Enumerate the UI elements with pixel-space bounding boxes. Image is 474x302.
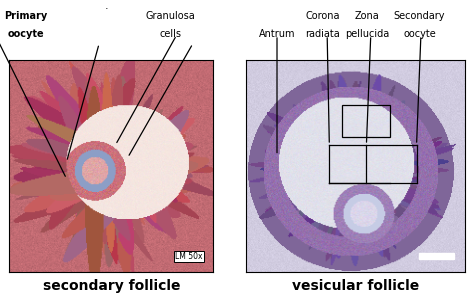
Text: vesicular follicle: vesicular follicle	[292, 279, 419, 293]
Text: Corona: Corona	[305, 11, 339, 21]
Text: Zona: Zona	[355, 11, 380, 21]
Text: Primary: Primary	[4, 11, 48, 21]
Text: secondary follicle: secondary follicle	[43, 279, 180, 293]
Text: Antrum: Antrum	[259, 29, 296, 39]
Text: Secondary: Secondary	[394, 11, 445, 21]
Text: oocyte: oocyte	[8, 29, 45, 39]
Text: cells: cells	[160, 29, 182, 39]
Text: radiata: radiata	[305, 29, 340, 39]
Text: LM 50x: LM 50x	[175, 252, 202, 261]
Text: oocyte: oocyte	[403, 29, 436, 39]
Bar	[342, 105, 391, 137]
Text: ·: ·	[105, 5, 109, 14]
Text: pellucida: pellucida	[345, 29, 390, 39]
Text: Granulosa: Granulosa	[146, 11, 195, 21]
Bar	[419, 253, 454, 259]
